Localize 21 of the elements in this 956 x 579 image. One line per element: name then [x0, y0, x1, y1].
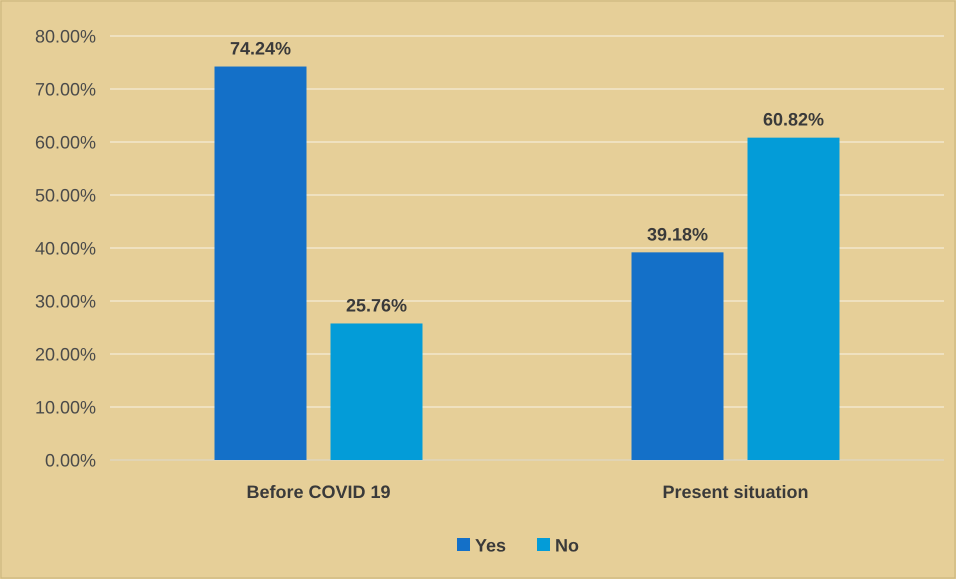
legend-label: No [555, 535, 579, 556]
y-tick-label: 80.00% [34, 26, 96, 46]
y-tick-label: 20.00% [34, 344, 96, 364]
x-tick-label: Before COVID 19 [246, 482, 391, 502]
data-label: 60.82% [762, 110, 824, 130]
bar [632, 252, 724, 460]
bar [330, 323, 422, 460]
y-tick-label: 30.00% [34, 291, 96, 312]
y-tick-label: 60.00% [34, 132, 96, 152]
data-label: 25.76% [346, 295, 408, 316]
y-tick-label: 50.00% [34, 185, 96, 206]
data-label: 74.24% [230, 38, 292, 59]
y-tick-label: 10.00% [34, 397, 96, 418]
x-tick-label: Present situation [662, 482, 809, 502]
legend-label: Yes [475, 535, 506, 556]
y-tick-label: 40.00% [34, 238, 96, 258]
y-tick-label: 0.00% [44, 450, 96, 470]
data-label: 39.18% [646, 224, 708, 244]
y-tick-label: 70.00% [34, 79, 96, 100]
bar [748, 138, 840, 460]
bar [214, 66, 306, 460]
